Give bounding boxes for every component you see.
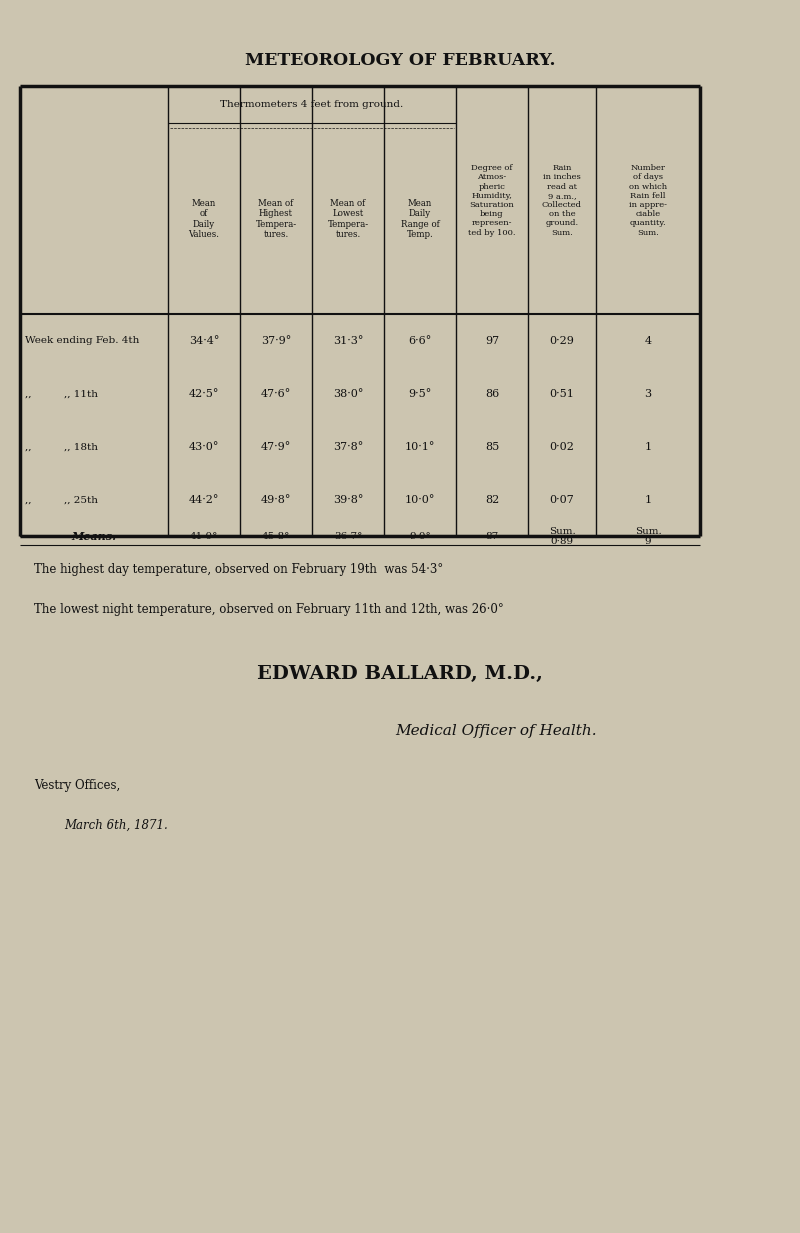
Text: 44·2°: 44·2° (189, 494, 219, 506)
Text: 0·29: 0·29 (550, 335, 574, 346)
Text: 0·07: 0·07 (550, 494, 574, 506)
Text: 9·5°: 9·5° (408, 388, 432, 399)
Text: 85: 85 (485, 441, 499, 453)
Text: 97: 97 (485, 335, 499, 346)
Text: Mean of
Highest
Tempera-
tures.: Mean of Highest Tempera- tures. (255, 199, 297, 239)
Text: 1: 1 (645, 494, 651, 506)
Text: Mean of
Lowest
Tempera-
tures.: Mean of Lowest Tempera- tures. (327, 199, 369, 239)
Text: Week ending Feb. 4th: Week ending Feb. 4th (25, 337, 139, 345)
Text: 82: 82 (485, 494, 499, 506)
Text: Sum.
9: Sum. 9 (634, 526, 662, 546)
Text: 1: 1 (645, 441, 651, 453)
Text: 31·3°: 31·3° (333, 335, 363, 346)
Text: 0·02: 0·02 (550, 441, 574, 453)
Text: ,,          ,, 25th: ,, ,, 25th (25, 496, 98, 504)
Text: Thermometers 4 feet from ground.: Thermometers 4 feet from ground. (220, 100, 404, 110)
Text: 41·0°: 41·0° (190, 531, 218, 541)
Text: 37·8°: 37·8° (333, 441, 363, 453)
Text: The highest day temperature, observed on February 19th  was 54·3°: The highest day temperature, observed on… (34, 563, 444, 577)
Text: Number
of days
on which
Rain fell
in appre-
ciable
quantity.
Sum.: Number of days on which Rain fell in app… (629, 164, 667, 237)
Text: 3: 3 (645, 388, 651, 399)
Text: 42·5°: 42·5° (189, 388, 219, 399)
Text: 47·6°: 47·6° (261, 388, 291, 399)
Text: 86: 86 (485, 388, 499, 399)
Text: Mean
Daily
Range of
Temp.: Mean Daily Range of Temp. (401, 199, 439, 239)
Text: Mean
of
Daily
Values.: Mean of Daily Values. (189, 199, 219, 239)
Text: 37·9°: 37·9° (261, 335, 291, 346)
Text: 87: 87 (486, 531, 498, 541)
Text: 49·8°: 49·8° (261, 494, 291, 506)
Text: 39·8°: 39·8° (333, 494, 363, 506)
Text: 36·7°: 36·7° (334, 531, 362, 541)
Text: EDWARD BALLARD, M.D.,: EDWARD BALLARD, M.D., (257, 665, 543, 683)
Text: 4: 4 (645, 335, 651, 346)
Text: March 6th, 1871.: March 6th, 1871. (64, 819, 168, 832)
Text: Means.: Means. (71, 531, 117, 541)
Text: 10·0°: 10·0° (405, 494, 435, 506)
Text: Sum.
0·89: Sum. 0·89 (549, 526, 575, 546)
Text: 10·1°: 10·1° (405, 441, 435, 453)
Text: 43·0°: 43·0° (189, 441, 219, 453)
Text: 45·8°: 45·8° (262, 531, 290, 541)
Text: METEOROLOGY OF FEBRUARY.: METEOROLOGY OF FEBRUARY. (245, 52, 555, 69)
Text: The lowest night temperature, observed on February 11th and 12th, was 26·0°: The lowest night temperature, observed o… (34, 603, 504, 616)
Text: Rain
in inches
read at
9 a.m.,
Collected
on the
ground.
Sum.: Rain in inches read at 9 a.m., Collected… (542, 164, 582, 237)
Text: 9·0°: 9·0° (409, 531, 431, 541)
Text: 6·6°: 6·6° (408, 335, 432, 346)
Text: Vestry Offices,: Vestry Offices, (34, 779, 121, 793)
Text: 47·9°: 47·9° (261, 441, 291, 453)
Text: 34·4°: 34·4° (189, 335, 219, 346)
Text: Medical Officer of Health.: Medical Officer of Health. (395, 724, 597, 737)
Text: 38·0°: 38·0° (333, 388, 363, 399)
Text: ,,          ,, 11th: ,, ,, 11th (25, 390, 98, 398)
Text: 0·51: 0·51 (550, 388, 574, 399)
Text: Degree of
Atmos-
pheric
Humidity,
Saturation
being
represen-
ted by 100.: Degree of Atmos- pheric Humidity, Satura… (468, 164, 516, 237)
Text: ,,          ,, 18th: ,, ,, 18th (25, 443, 98, 451)
